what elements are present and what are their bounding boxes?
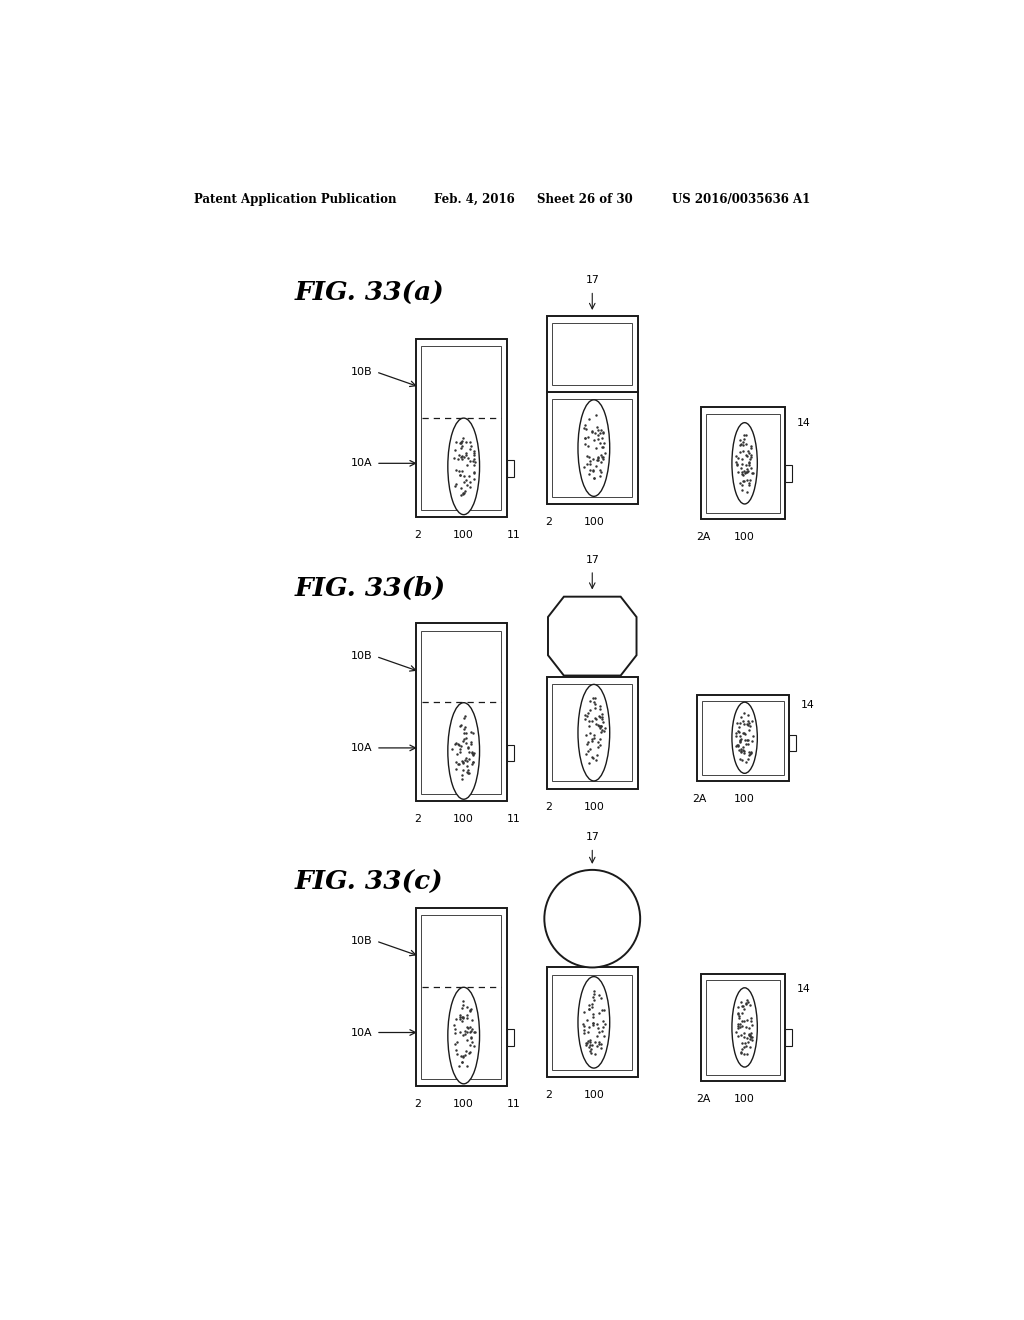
Ellipse shape [578,684,609,781]
Text: 2: 2 [545,1090,552,1101]
Bar [416,908,507,1086]
Bar [421,631,502,795]
Text: 100: 100 [734,1094,755,1104]
Text: 14: 14 [801,700,814,710]
Bar [547,677,638,788]
Text: 10B: 10B [350,936,372,946]
Text: 2: 2 [414,814,421,825]
Text: 17: 17 [586,554,599,565]
Text: 100: 100 [584,1090,604,1101]
Ellipse shape [732,987,758,1067]
Text: 100: 100 [734,795,755,804]
Text: 100: 100 [584,801,604,812]
Bar [421,346,502,510]
Text: 2: 2 [545,801,552,812]
Ellipse shape [447,418,479,515]
Text: 17: 17 [586,276,599,285]
Bar [707,981,780,1074]
Ellipse shape [578,977,609,1068]
Text: 14: 14 [797,417,810,428]
Bar [552,323,633,385]
Text: 2A: 2A [695,532,711,543]
Text: 10A: 10A [350,458,372,469]
Text: 100: 100 [454,814,474,825]
Text: 100: 100 [454,529,474,540]
Polygon shape [548,597,637,676]
Text: 2: 2 [414,529,421,540]
Bar [416,339,507,516]
Text: 10B: 10B [350,367,372,376]
Text: 11: 11 [507,814,520,825]
Text: 14: 14 [797,985,810,994]
Ellipse shape [732,422,758,504]
Bar [507,461,514,477]
Bar [547,968,638,1077]
Bar [547,315,638,392]
Text: 17: 17 [586,833,599,842]
Bar [788,735,796,751]
Ellipse shape [447,702,479,799]
Ellipse shape [732,702,758,774]
Text: 10B: 10B [350,652,372,661]
Bar [701,974,784,1081]
Text: 2A: 2A [695,1094,711,1104]
Bar [507,1030,514,1045]
Text: 11: 11 [507,1100,520,1109]
Bar [552,974,633,1071]
Bar [552,684,633,781]
Text: 10A: 10A [350,743,372,752]
Bar [547,392,638,504]
Text: 2: 2 [545,517,552,527]
Text: FIG. 33(a): FIG. 33(a) [295,281,444,306]
Text: 100: 100 [734,532,755,543]
Bar [421,915,502,1078]
Text: US 2016/0035636 A1: US 2016/0035636 A1 [672,193,810,206]
Text: 100: 100 [584,517,604,527]
Bar [416,623,507,801]
Text: Patent Application Publication: Patent Application Publication [194,193,396,206]
Text: FIG. 33(c): FIG. 33(c) [295,870,443,895]
Bar [697,694,788,781]
Bar [784,1030,792,1045]
Text: 11: 11 [507,529,520,540]
Text: 10A: 10A [350,1027,372,1038]
Ellipse shape [578,400,609,496]
Text: FIG. 33(b): FIG. 33(b) [295,576,445,601]
Text: Feb. 4, 2016: Feb. 4, 2016 [433,193,514,206]
Bar [784,466,792,482]
Bar [701,408,784,519]
Bar [552,399,633,496]
Text: 2A: 2A [692,795,707,804]
Bar [707,413,780,513]
Ellipse shape [447,987,479,1084]
Text: Sheet 26 of 30: Sheet 26 of 30 [537,193,633,206]
Bar [507,744,514,762]
Text: 2: 2 [414,1100,421,1109]
Ellipse shape [545,870,640,968]
Text: 100: 100 [454,1100,474,1109]
Bar [702,701,784,775]
